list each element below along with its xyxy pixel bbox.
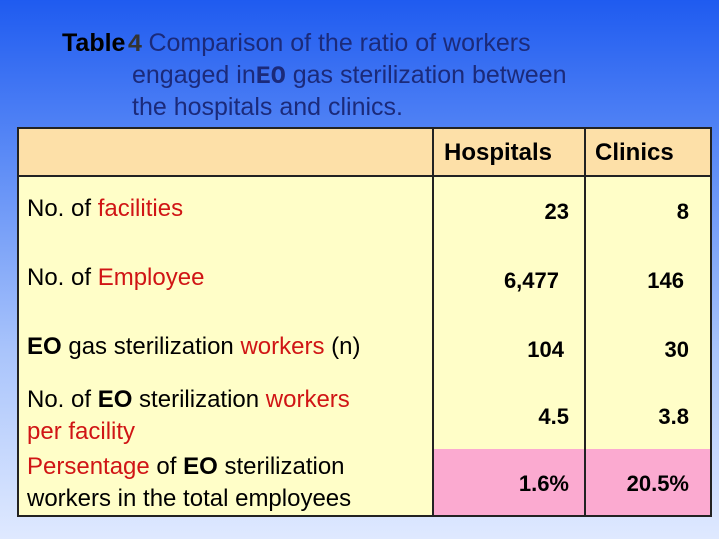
table-header: [19, 129, 710, 177]
table-number: 4: [127, 30, 143, 59]
column-header-clinics: Clinics: [595, 139, 674, 166]
title-line-3: the hospitals and clinics.: [132, 91, 403, 123]
title-eo: EO: [255, 62, 286, 91]
row-label: No. of EO sterilization workers: [27, 386, 350, 413]
row-label: Persentage of EO sterilization: [27, 453, 345, 480]
column-header-hospitals: Hospitals: [444, 139, 553, 166]
cell-hospitals: 1.6%: [518, 471, 569, 496]
title-text-2a: engaged in: [132, 61, 256, 89]
row-label: No. of Employee: [27, 264, 205, 291]
row-label: No. of facilities: [27, 195, 184, 222]
column-divider: [432, 129, 434, 515]
cell-clinics: 8: [676, 199, 689, 224]
cell-clinics: 146: [647, 268, 684, 293]
cell-hospitals: 23: [544, 199, 569, 224]
cell-clinics: 30: [664, 337, 689, 362]
cell-hospitals: 104: [527, 337, 564, 362]
title-line-1: Table4 Comparison of the ratio of workers: [62, 27, 531, 61]
cell-hospitals: 6,477: [503, 268, 559, 293]
comparison-table: Hospitals Clinics No. of facilities 23 8…: [17, 127, 712, 517]
row-label-cont: per facility: [27, 418, 136, 445]
cell-hospitals: 4.5: [538, 404, 569, 429]
title-text-3: the hospitals and clinics.: [132, 93, 403, 121]
highlight-cell-hospitals: [434, 449, 584, 515]
cell-clinics: 3.8: [658, 404, 689, 429]
title-line-2: engaged inEO gas sterilization between: [132, 59, 566, 93]
cell-clinics: 20.5%: [626, 471, 689, 496]
highlight-cell-clinics: [586, 449, 710, 515]
row-label-cont: workers in the total employees: [27, 485, 352, 512]
row-label: EO gas sterilization workers (n): [27, 333, 361, 360]
table-word: Table: [62, 29, 126, 57]
title-text-2b: gas sterilization between: [292, 61, 567, 89]
title-text-1: Comparison of the ratio of workers: [148, 29, 531, 57]
column-divider: [584, 129, 586, 515]
